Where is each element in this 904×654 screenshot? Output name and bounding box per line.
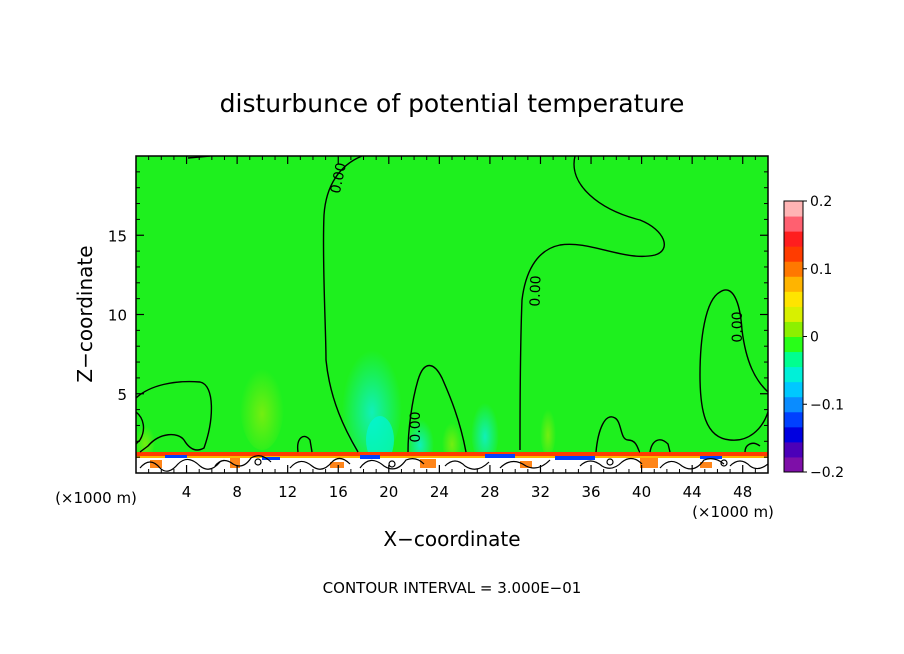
x-tick-label: 28 (480, 483, 499, 501)
x-axis-unit-right: (×1000 m) (692, 503, 774, 521)
surface-layer (136, 452, 768, 473)
contour-bump-2 (595, 416, 641, 453)
contour-bump-4 (744, 442, 761, 453)
y-tick-label: 5 (117, 386, 127, 404)
x-tick-label: 36 (581, 483, 600, 501)
colorbar-swatch (784, 216, 803, 232)
colorbar-tick-label: 0 (810, 330, 819, 346)
contour-bump-3 (649, 439, 671, 453)
contour-left-dome (136, 380, 213, 453)
colorbar-swatch (784, 351, 803, 368)
plot-area (136, 156, 768, 473)
colorbar-swatch (784, 276, 803, 292)
colorbar-swatch (784, 441, 803, 458)
y-axis-label: Z−coordinate (73, 245, 97, 382)
x-axis-label: X−coordinate (383, 527, 520, 551)
colorbar-swatch (784, 411, 803, 428)
colorbar-swatch (784, 231, 803, 247)
x-axis-unit-left: (×1000 m) (55, 489, 137, 507)
colorbar (784, 201, 803, 473)
x-tick-label: 40 (632, 483, 651, 501)
colorbar-swatch (784, 321, 803, 337)
colorbar-swatch (784, 336, 803, 353)
x-tick-label: 8 (232, 483, 242, 501)
contour-label: 0.00 (408, 411, 424, 442)
colorbar-swatch (784, 396, 803, 413)
colorbar-swatch (784, 456, 803, 473)
contour-right-bump (699, 289, 768, 441)
x-tick-label: 44 (683, 483, 702, 501)
contour-upper-right (519, 156, 665, 451)
x-tick-label: 24 (430, 483, 449, 501)
zero-contours (136, 156, 768, 453)
contour-interval-note: CONTOUR INTERVAL = 3.000E−01 (323, 579, 582, 597)
x-axis: 4 8 12 16 20 24 28 32 36 40 44 48 (148, 156, 756, 501)
x-tick-label: 32 (531, 483, 550, 501)
colorbar-tick-label: 0.1 (810, 262, 832, 278)
contour-bump-1 (296, 435, 313, 453)
contour-middle (407, 364, 467, 453)
colorbar-swatch (784, 201, 803, 217)
chart-title: disturbunce of potential temperature (220, 89, 685, 118)
x-tick-label: 48 (733, 483, 752, 501)
x-tick-label: 20 (379, 483, 398, 501)
y-axis: 5 10 15 (108, 171, 768, 458)
colorbar-ticks: 0.2 0.1 0 −0.1 −0.2 (803, 194, 844, 481)
contour-labels: 0.00 0.00 0.00 0.00 (328, 161, 746, 442)
y-tick-label: 10 (108, 307, 127, 325)
field-shading (136, 338, 556, 466)
contour-main-left (322, 156, 363, 453)
colorbar-swatch (784, 306, 803, 322)
contour-label: 0.00 (328, 161, 350, 195)
colorbar-swatch (784, 246, 803, 262)
colorbar-swatch (784, 291, 803, 307)
x-tick-label: 12 (278, 483, 297, 501)
colorbar-tick-label: −0.2 (810, 465, 844, 481)
contour-label: 0.00 (730, 311, 746, 342)
colorbar-swatch (784, 366, 803, 383)
x-tick-label: 16 (329, 483, 348, 501)
x-tick-label: 4 (182, 483, 192, 501)
colorbar-swatch (784, 426, 803, 443)
colorbar-tick-label: −0.1 (810, 397, 844, 413)
contour-left-edge (136, 411, 145, 445)
colorbar-swatch (784, 381, 803, 398)
contour-label: 0.00 (527, 275, 544, 307)
colorbar-swatch (784, 261, 803, 277)
y-tick-label: 15 (108, 227, 127, 245)
colorbar-tick-label: 0.2 (810, 194, 832, 210)
